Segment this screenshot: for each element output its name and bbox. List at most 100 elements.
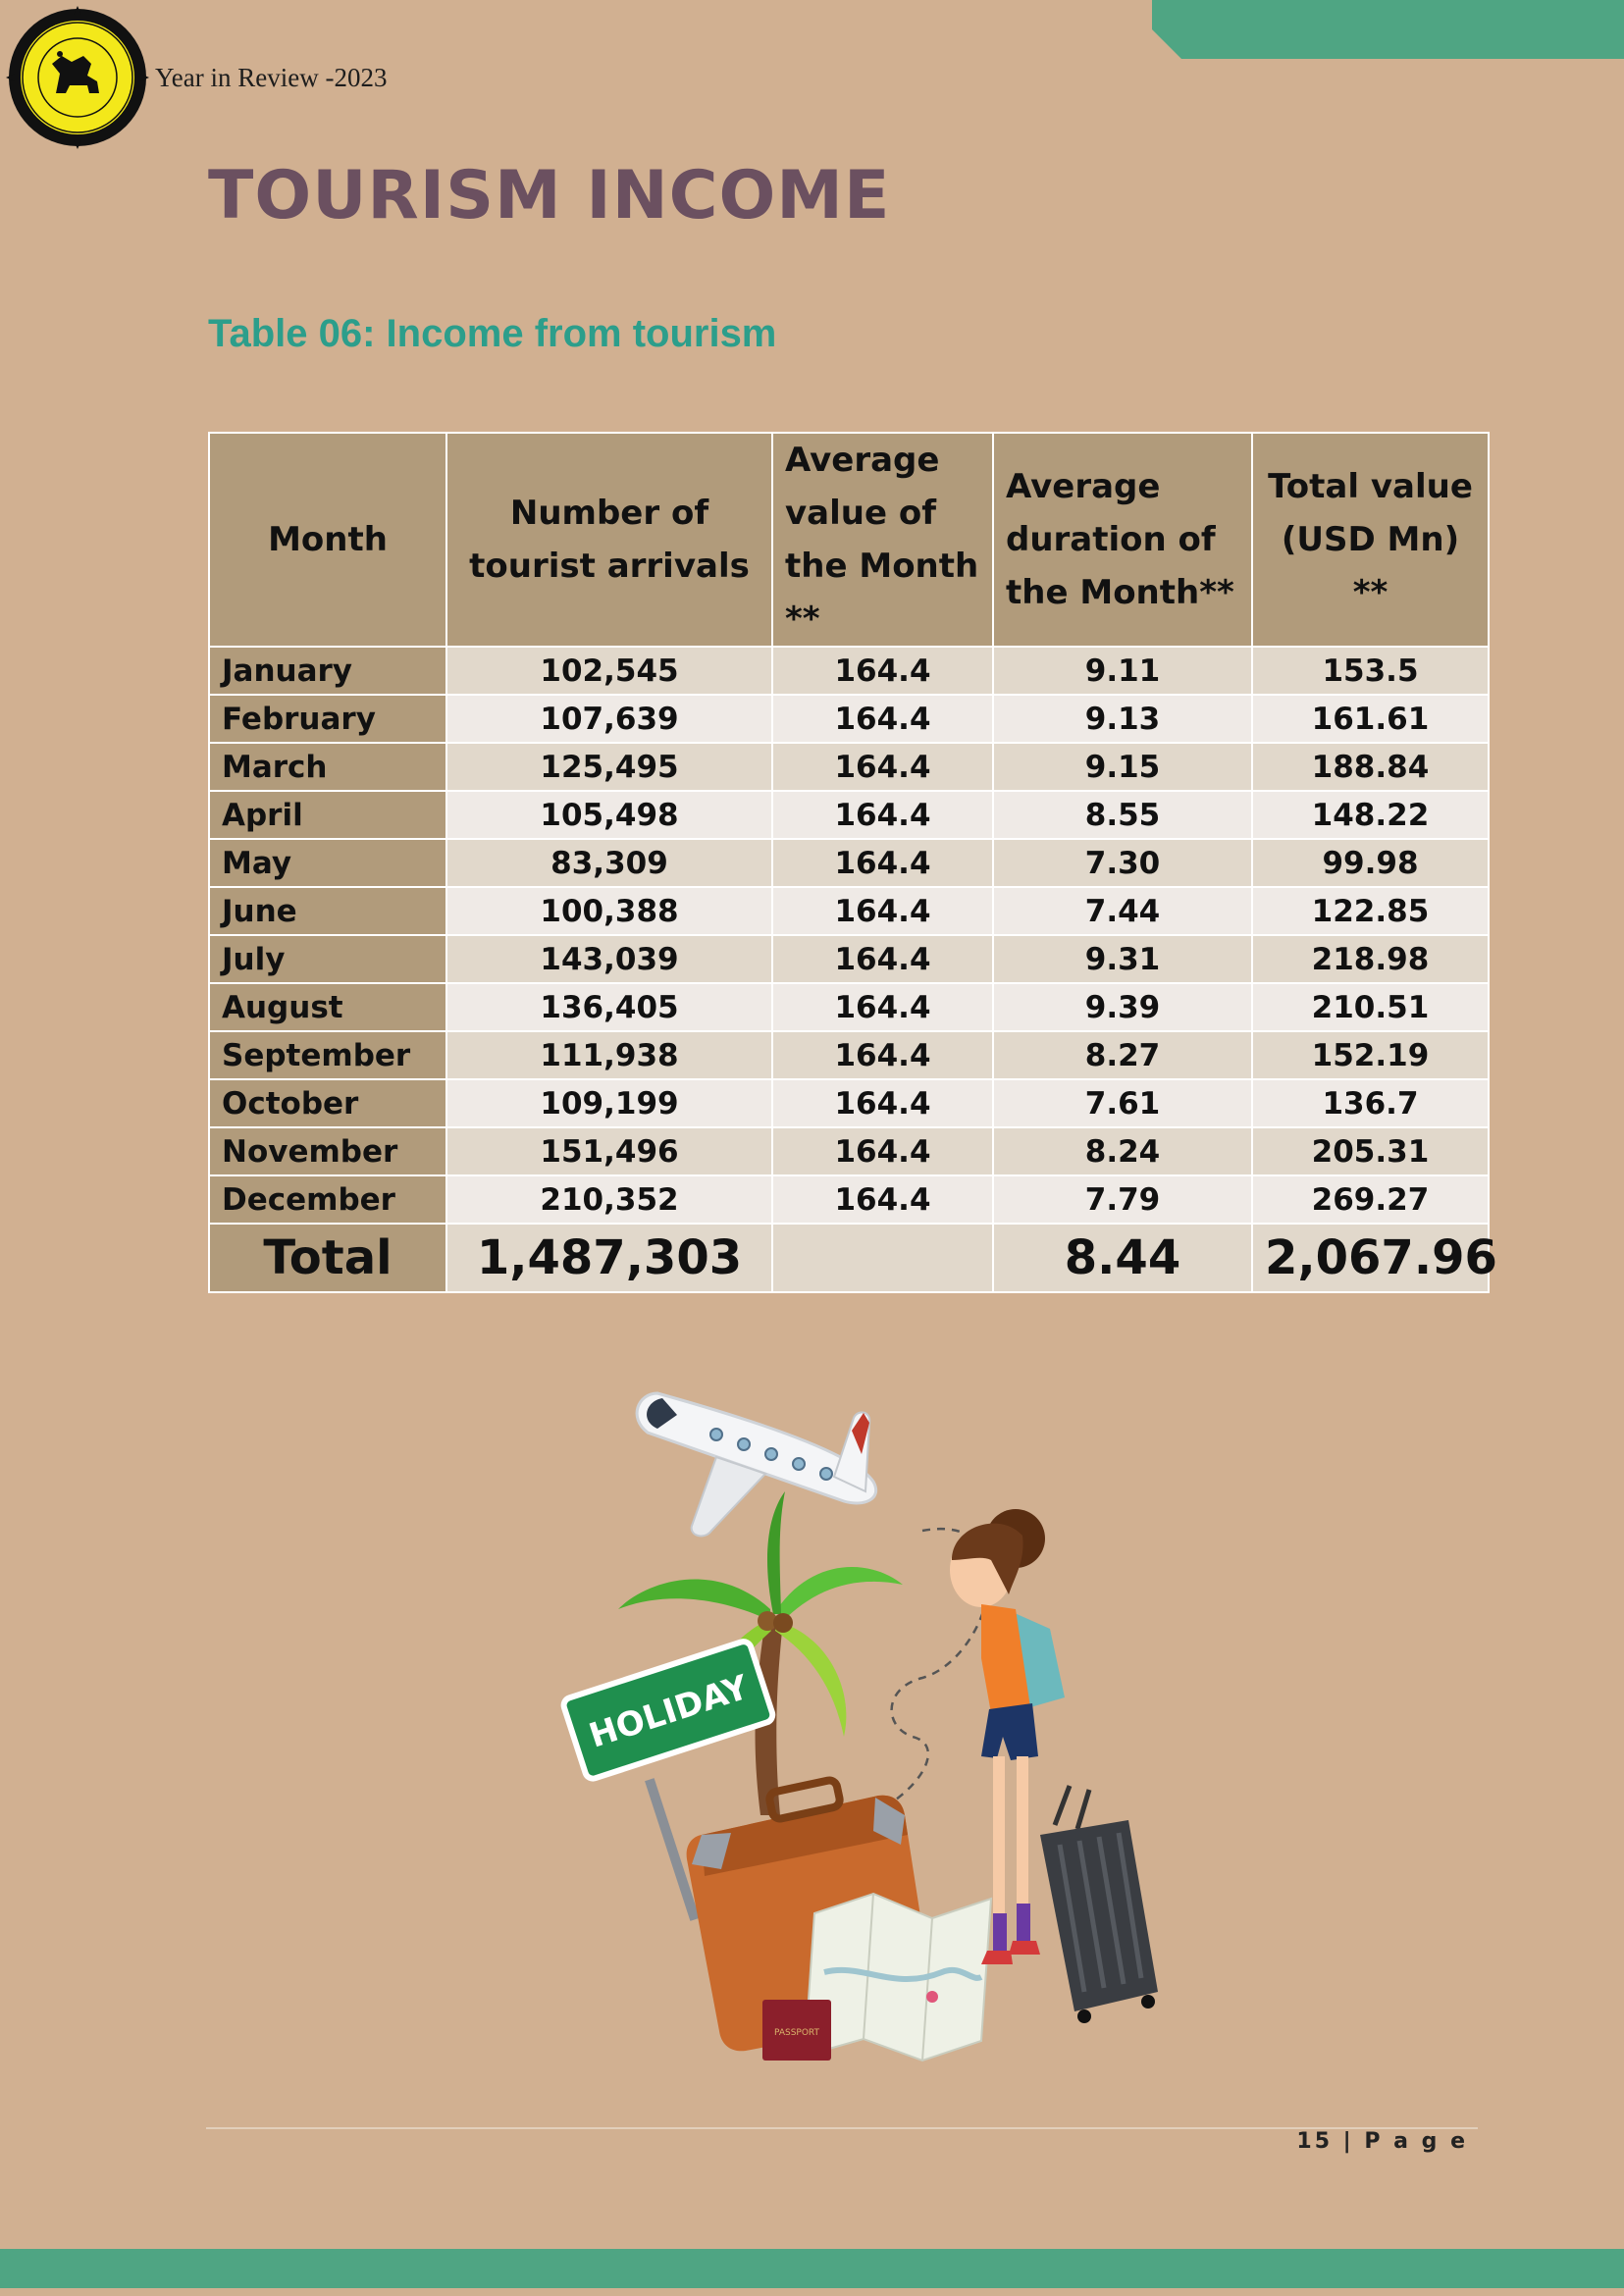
traveller-girl bbox=[950, 1509, 1065, 1964]
header-total-value: Total value (USD Mn) ** bbox=[1251, 432, 1490, 648]
travel-illustration: HOLIDAY PASSPORT bbox=[560, 1391, 1158, 2062]
average-duration-cell: 9.15 bbox=[992, 742, 1253, 792]
bottom-accent-bar bbox=[0, 2249, 1624, 2288]
table-row: August 136,405 164.4 9.39 210.51 bbox=[208, 982, 1490, 1032]
map-icon bbox=[803, 1892, 993, 2062]
average-duration-cell: 7.79 bbox=[992, 1174, 1253, 1225]
arrivals-cell: 111,938 bbox=[445, 1030, 773, 1080]
total-value-cell: 210.51 bbox=[1251, 982, 1490, 1032]
total-value-cell: 122.85 bbox=[1251, 886, 1490, 936]
arrivals-cell: 109,199 bbox=[445, 1078, 773, 1128]
total-average-value bbox=[771, 1223, 994, 1293]
total-value-cell: 161.61 bbox=[1251, 694, 1490, 744]
table-row: June 100,388 164.4 7.44 122.85 bbox=[208, 886, 1490, 936]
footer-rule bbox=[206, 2127, 1478, 2129]
arrivals-cell: 102,545 bbox=[445, 646, 773, 696]
average-value-cell: 164.4 bbox=[771, 694, 994, 744]
arrivals-cell: 105,498 bbox=[445, 790, 773, 840]
total-value-cell: 148.22 bbox=[1251, 790, 1490, 840]
header-title: Year in Review -2023 bbox=[155, 63, 388, 92]
average-duration-cell: 9.39 bbox=[992, 982, 1253, 1032]
average-value-cell: 164.4 bbox=[771, 982, 994, 1032]
average-duration-cell: 9.11 bbox=[992, 646, 1253, 696]
average-duration-cell: 7.44 bbox=[992, 886, 1253, 936]
header-arrivals: Number of tourist arrivals bbox=[445, 432, 773, 648]
total-value-cell: 136.7 bbox=[1251, 1078, 1490, 1128]
arrivals-cell: 151,496 bbox=[445, 1126, 773, 1176]
month-cell: February bbox=[208, 694, 447, 744]
table-row: December 210,352 164.4 7.79 269.27 bbox=[208, 1174, 1490, 1225]
holiday-sign: HOLIDAY bbox=[560, 1639, 776, 1921]
average-value-cell: 164.4 bbox=[771, 886, 994, 936]
table-row: November 151,496 164.4 8.24 205.31 bbox=[208, 1126, 1490, 1176]
month-cell: December bbox=[208, 1174, 447, 1225]
total-value-cell: 99.98 bbox=[1251, 838, 1490, 888]
total-value-cell: 153.5 bbox=[1251, 646, 1490, 696]
table-caption: Table 06: Income from tourism bbox=[208, 312, 777, 355]
page-number: 15 | P a g e bbox=[1296, 2129, 1468, 2154]
total-value-cell: 188.84 bbox=[1251, 742, 1490, 792]
arrivals-cell: 210,352 bbox=[445, 1174, 773, 1225]
total-value-cell: 152.19 bbox=[1251, 1030, 1490, 1080]
arrivals-cell: 136,405 bbox=[445, 982, 773, 1032]
month-cell: May bbox=[208, 838, 447, 888]
total-value-cell: 218.98 bbox=[1251, 934, 1490, 984]
month-cell: June bbox=[208, 886, 447, 936]
table-row: February 107,639 164.4 9.13 161.61 bbox=[208, 694, 1490, 744]
total-value: 2,067.96 bbox=[1251, 1223, 1497, 1293]
average-value-cell: 164.4 bbox=[771, 1126, 994, 1176]
total-value-cell: 205.31 bbox=[1251, 1126, 1490, 1176]
average-value-cell: 164.4 bbox=[771, 742, 994, 792]
month-cell: November bbox=[208, 1126, 447, 1176]
total-row: Total 1,487,303 8.44 2,067.96 bbox=[208, 1223, 1497, 1293]
palm-tree-icon bbox=[618, 1491, 903, 1815]
average-value-cell: 164.4 bbox=[771, 838, 994, 888]
airplane-icon bbox=[635, 1391, 877, 1538]
table-header-row: Month Number of tourist arrivals Average… bbox=[208, 432, 1490, 648]
tourism-income-table: Month Number of tourist arrivals Average… bbox=[208, 432, 1497, 1293]
total-value-cell: 269.27 bbox=[1251, 1174, 1490, 1225]
average-value-cell: 164.4 bbox=[771, 934, 994, 984]
month-cell: September bbox=[208, 1030, 447, 1080]
table-row: April 105,498 164.4 8.55 148.22 bbox=[208, 790, 1490, 840]
total-arrivals: 1,487,303 bbox=[445, 1223, 773, 1293]
month-cell: March bbox=[208, 742, 447, 792]
header-average-duration: Average duration of the Month** bbox=[992, 432, 1253, 648]
average-duration-cell: 9.31 bbox=[992, 934, 1253, 984]
average-value-cell: 164.4 bbox=[771, 790, 994, 840]
average-value-cell: 164.4 bbox=[771, 1030, 994, 1080]
average-duration-cell: 8.27 bbox=[992, 1030, 1253, 1080]
table-row: October 109,199 164.4 7.61 136.7 bbox=[208, 1078, 1490, 1128]
average-duration-cell: 8.55 bbox=[992, 790, 1253, 840]
arrivals-cell: 83,309 bbox=[445, 838, 773, 888]
arrivals-cell: 125,495 bbox=[445, 742, 773, 792]
header-month: Month bbox=[208, 432, 447, 648]
month-cell: October bbox=[208, 1078, 447, 1128]
passport-icon: PASSPORT bbox=[762, 2000, 831, 2061]
month-cell: July bbox=[208, 934, 447, 984]
rolling-luggage-icon bbox=[1040, 1785, 1158, 2023]
average-duration-cell: 8.24 bbox=[992, 1126, 1253, 1176]
average-value-cell: 164.4 bbox=[771, 1174, 994, 1225]
table-row: January 102,545 164.4 9.11 153.5 bbox=[208, 646, 1490, 696]
passport-text: PASSPORT bbox=[774, 2028, 820, 2038]
arrivals-cell: 107,639 bbox=[445, 694, 773, 744]
month-cell: August bbox=[208, 982, 447, 1032]
total-label: Total bbox=[208, 1223, 447, 1293]
average-duration-cell: 7.61 bbox=[992, 1078, 1253, 1128]
average-value-cell: 164.4 bbox=[771, 1078, 994, 1128]
top-accent-bar bbox=[1152, 0, 1624, 59]
average-duration-cell: 7.30 bbox=[992, 838, 1253, 888]
table-row: May 83,309 164.4 7.30 99.98 bbox=[208, 838, 1490, 888]
month-cell: April bbox=[208, 790, 447, 840]
month-cell: January bbox=[208, 646, 447, 696]
table-row: March 125,495 164.4 9.15 188.84 bbox=[208, 742, 1490, 792]
total-average-duration: 8.44 bbox=[992, 1223, 1253, 1293]
government-emblem-icon bbox=[6, 6, 149, 149]
table-row: July 143,039 164.4 9.31 218.98 bbox=[208, 934, 1490, 984]
arrivals-cell: 143,039 bbox=[445, 934, 773, 984]
average-duration-cell: 9.13 bbox=[992, 694, 1253, 744]
average-value-cell: 164.4 bbox=[771, 646, 994, 696]
header-average-value: Average value of the Month ** bbox=[771, 432, 994, 648]
arrivals-cell: 100,388 bbox=[445, 886, 773, 936]
